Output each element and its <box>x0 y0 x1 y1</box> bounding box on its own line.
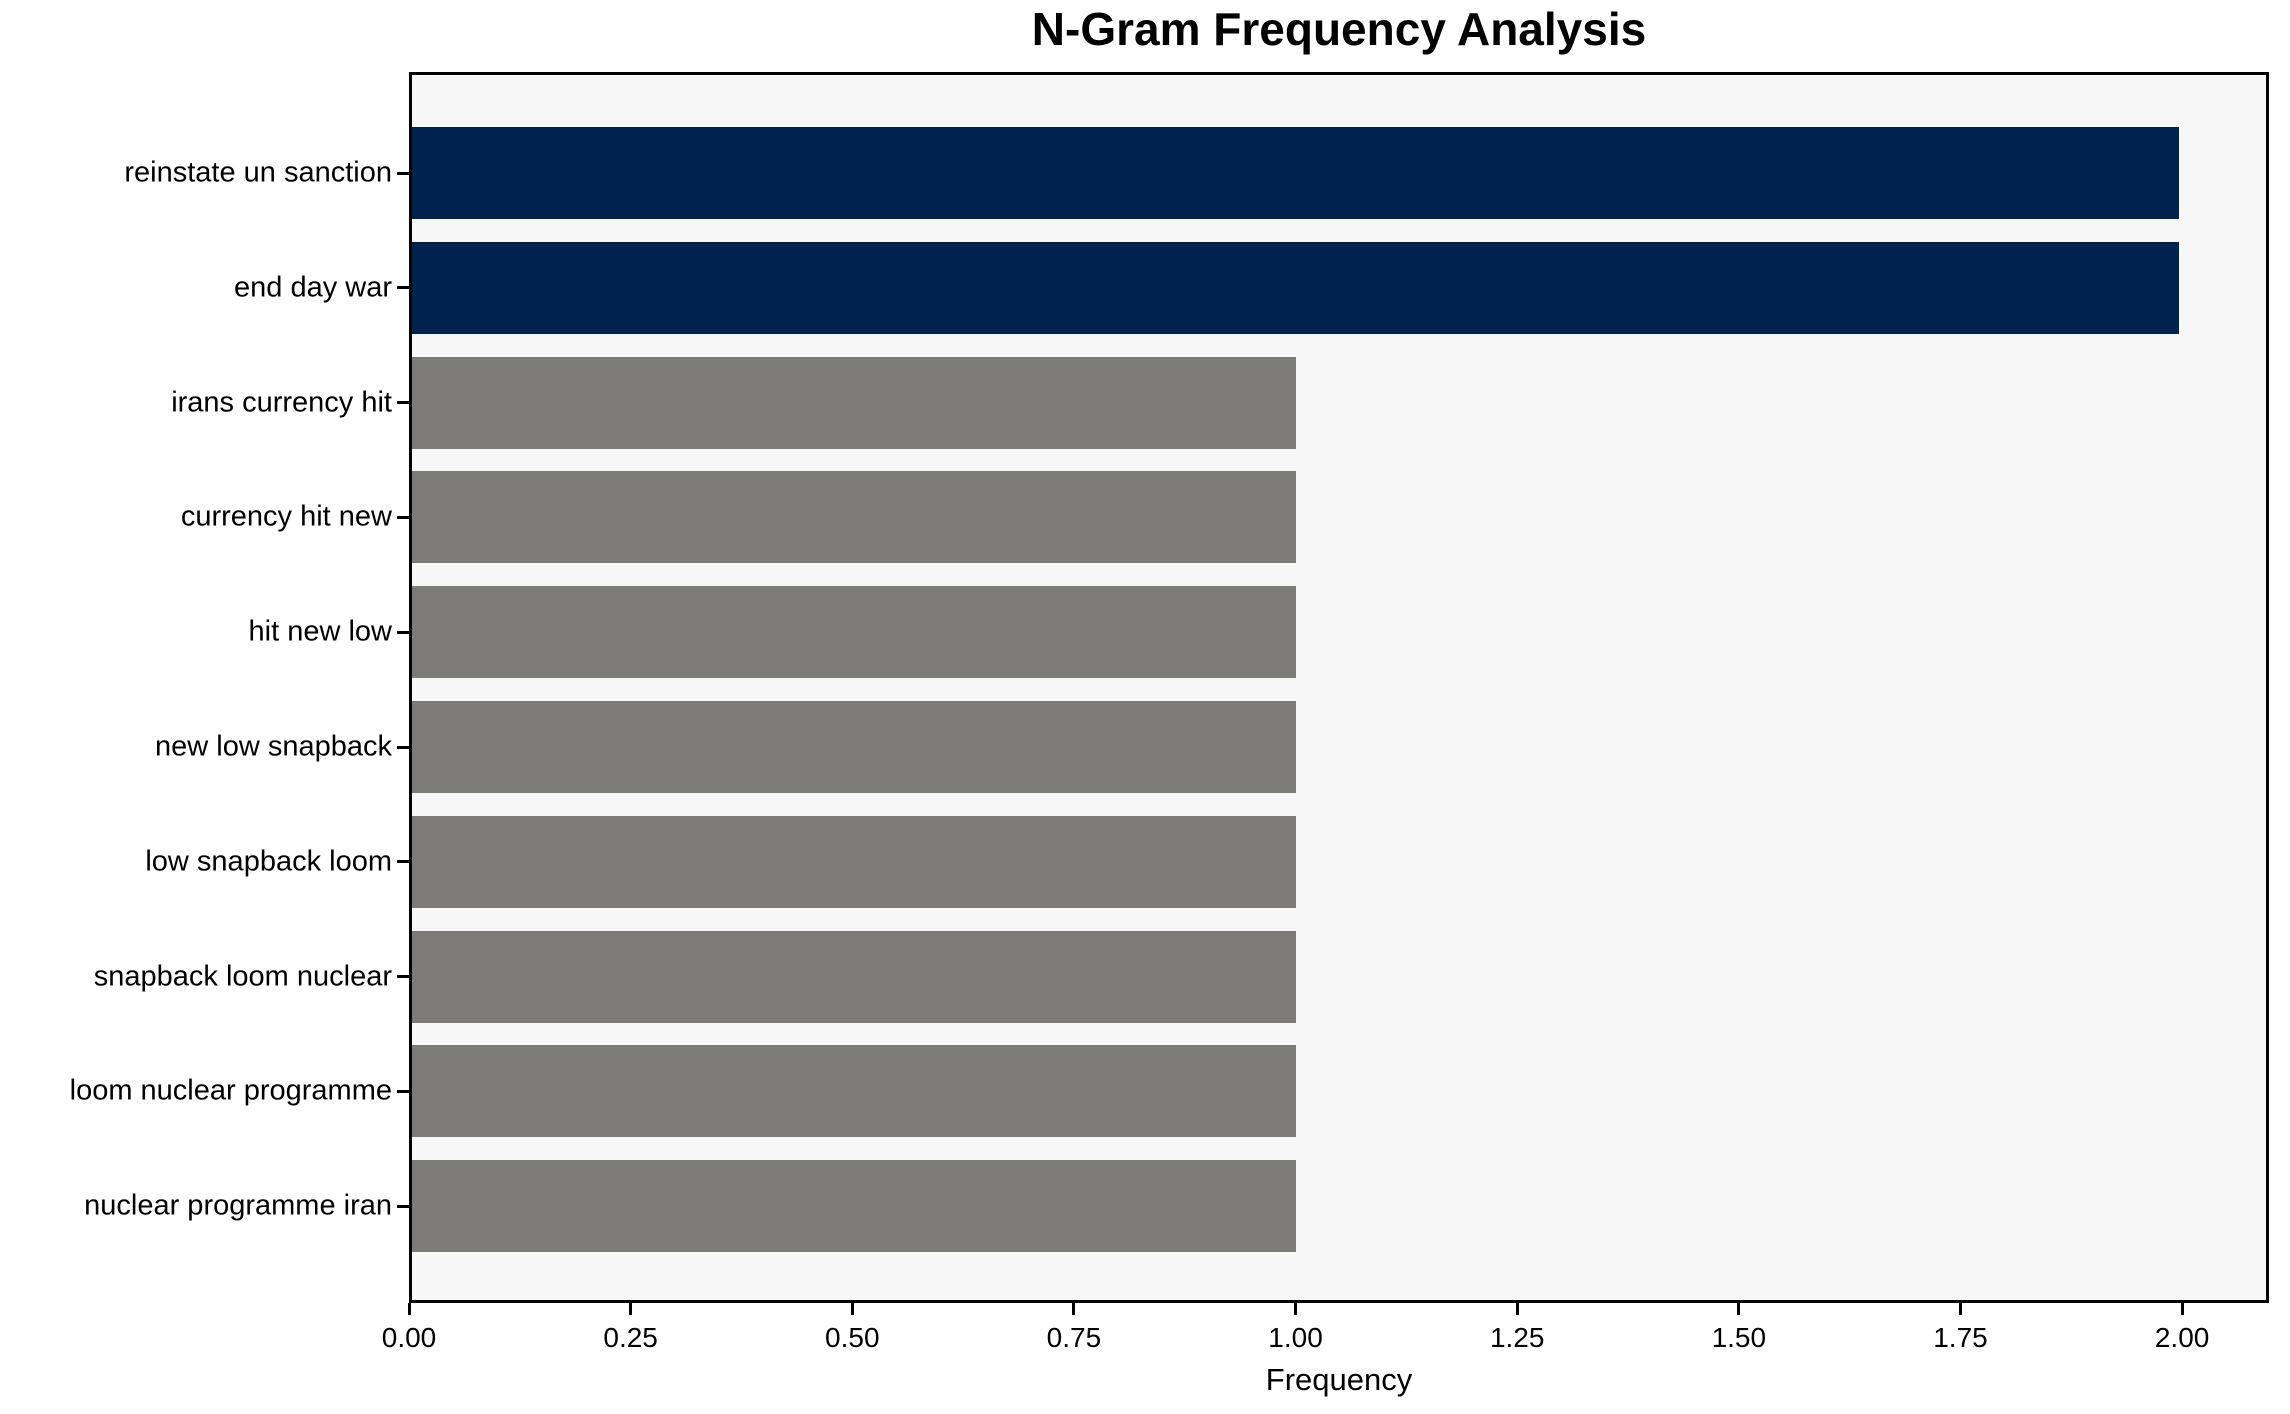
x-tick-mark <box>1072 1303 1076 1315</box>
x-tick-label: 0.00 <box>381 1322 437 1353</box>
y-tick-mark <box>397 171 409 175</box>
y-tick-label: end day war <box>234 271 392 304</box>
y-tick-label: snapback loom nuclear <box>93 960 392 993</box>
bar <box>412 356 1296 449</box>
x-tick-label: 2.00 <box>2154 1322 2210 1353</box>
x-tick-label: 1.25 <box>1489 1322 1545 1353</box>
y-tick-label: nuclear programme iran <box>84 1189 392 1222</box>
y-tick-mark <box>397 745 409 749</box>
y-tick-mark <box>397 401 409 405</box>
x-tick-mark <box>1958 1303 1962 1315</box>
y-tick-mark <box>397 975 409 979</box>
y-tick-mark <box>397 286 409 290</box>
plot-area <box>409 72 2269 1303</box>
bar <box>412 1045 1296 1138</box>
x-tick-mark <box>1737 1303 1741 1315</box>
y-tick-mark <box>397 860 409 864</box>
y-tick-mark <box>397 1089 409 1093</box>
x-tick-mark <box>2180 1303 2184 1315</box>
y-tick-label: loom nuclear programme <box>69 1074 392 1107</box>
bar <box>412 1160 1296 1253</box>
bar <box>412 586 1296 679</box>
y-tick-mark <box>397 1204 409 1208</box>
bar <box>412 471 1296 564</box>
x-tick-mark <box>1515 1303 1519 1315</box>
x-tick-mark <box>407 1303 411 1315</box>
y-tick-label: new low snapback <box>155 730 392 763</box>
y-tick-label: hit new low <box>248 615 392 648</box>
y-tick-mark <box>397 515 409 519</box>
x-tick-mark <box>629 1303 633 1315</box>
x-tick-mark <box>850 1303 854 1315</box>
y-tick-label: reinstate un sanction <box>124 156 392 189</box>
bar <box>412 815 1296 908</box>
bar <box>412 127 2180 219</box>
x-tick-label: 1.50 <box>1711 1322 1767 1353</box>
x-tick-label: 0.25 <box>603 1322 658 1353</box>
x-tick-mark <box>1294 1303 1298 1315</box>
chart-title: N-Gram Frequency Analysis <box>1031 3 1647 55</box>
y-tick-label: currency hit new <box>180 500 392 533</box>
bar <box>412 241 2180 334</box>
y-tick-label: low snapback loom <box>145 845 392 878</box>
x-tick-label: 0.50 <box>825 1322 880 1353</box>
bar <box>412 930 1296 1023</box>
y-tick-label: irans currency hit <box>171 386 392 419</box>
x-tick-label: 0.75 <box>1046 1322 1102 1353</box>
x-tick-label: 1.75 <box>1933 1322 1988 1353</box>
x-axis-label: Frequency <box>1265 1362 1413 1397</box>
x-tick-label: 1.00 <box>1268 1322 1323 1353</box>
bar <box>412 701 1296 793</box>
y-tick-mark <box>397 630 409 634</box>
